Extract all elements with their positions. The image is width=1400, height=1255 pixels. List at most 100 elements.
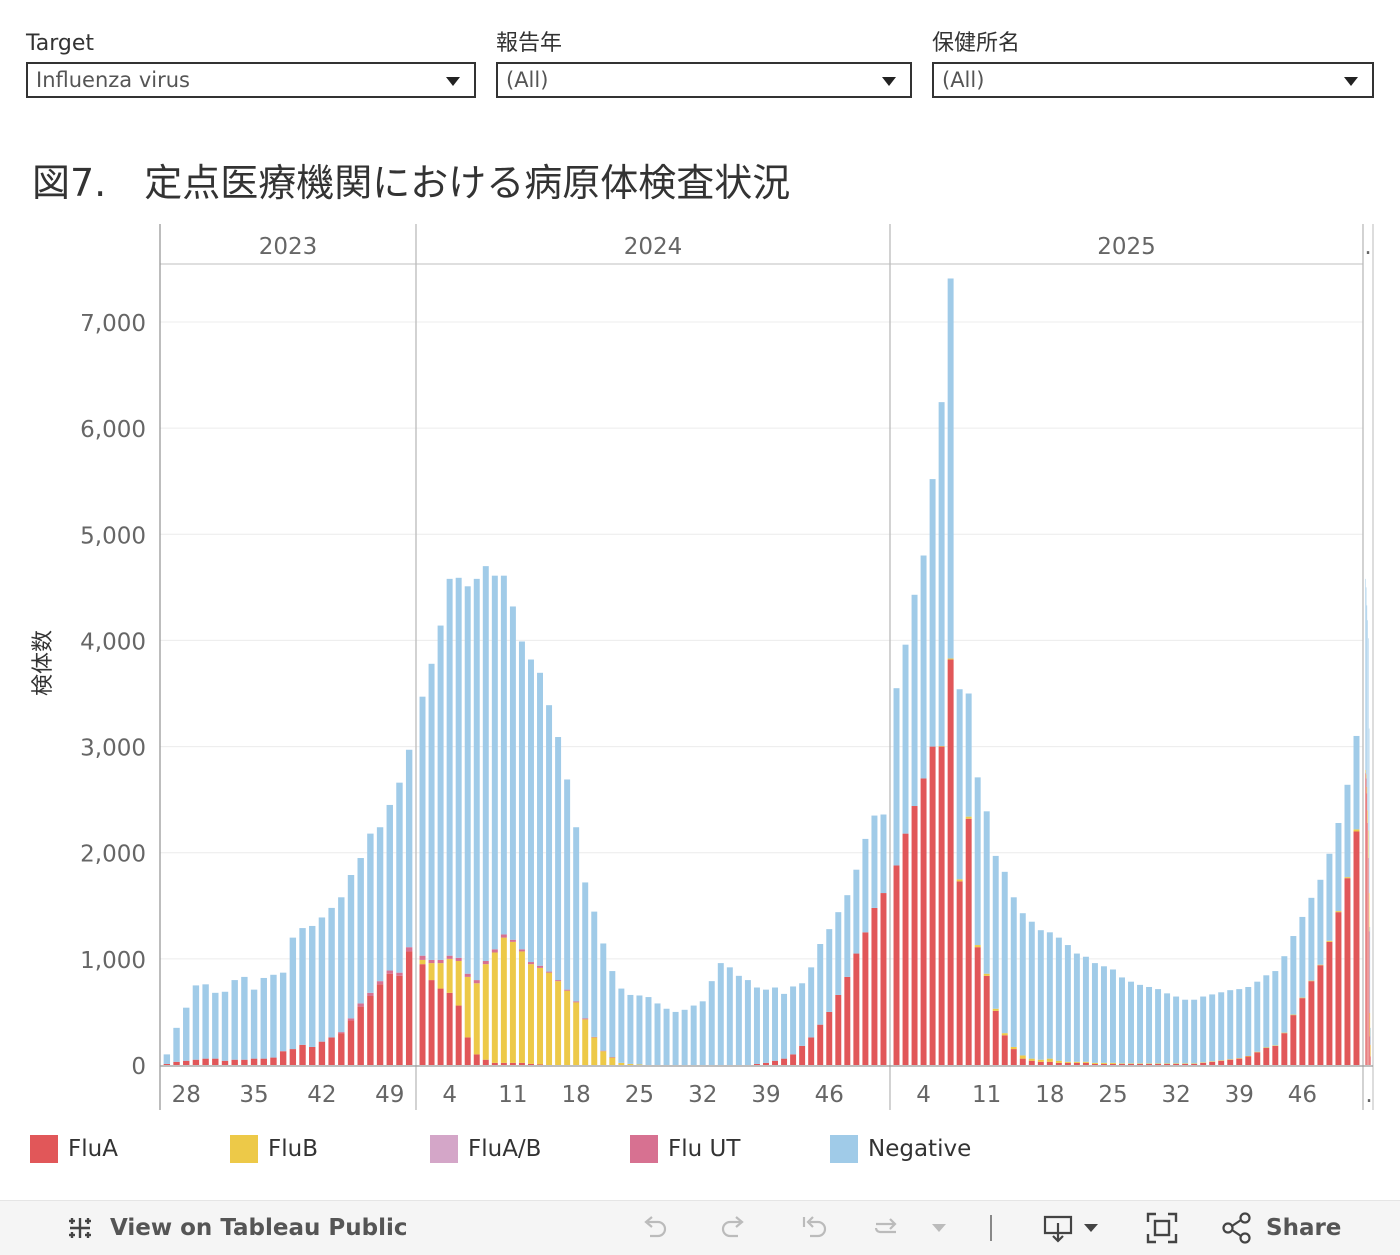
- legend-item[interactable]: Flu UT: [630, 1134, 740, 1164]
- bar-negative: [546, 705, 552, 971]
- view-on-tableau-button[interactable]: View on Tableau Public: [66, 1201, 408, 1255]
- bar-flua: [1354, 831, 1360, 1065]
- bar-negative: [1110, 969, 1116, 1062]
- revert-button[interactable]: [800, 1201, 828, 1255]
- bar-flua: [1191, 1064, 1197, 1065]
- bar-flua: [1272, 1046, 1278, 1065]
- bar-flub: [1317, 965, 1323, 966]
- legend-label: FluA: [68, 1136, 118, 1162]
- stacked-bar-chart: 01,0002,0003,0004,0005,0006,0007,000検体数2…: [0, 0, 1400, 1120]
- x-tick-label: 11: [498, 1082, 527, 1108]
- bar-negative: [799, 983, 805, 1046]
- bar-flua: [1245, 1057, 1251, 1065]
- x-tick-label: 18: [1035, 1082, 1064, 1108]
- share-icon: [1222, 1212, 1252, 1244]
- bar-flub: [1354, 829, 1360, 831]
- legend: FluA FluB FluA/B Flu UT Negative: [0, 1134, 1400, 1164]
- bar-flua: [772, 1061, 778, 1065]
- x-tick-label: 25: [1098, 1082, 1127, 1108]
- year-header-label: 2023: [259, 234, 318, 260]
- share-button[interactable]: Share: [1222, 1201, 1341, 1255]
- legend-item[interactable]: Negative: [830, 1134, 971, 1164]
- bar-negative: [853, 870, 859, 954]
- bar-negative: [420, 697, 426, 956]
- bar-flua: [1029, 1061, 1035, 1065]
- redo-button[interactable]: [720, 1201, 748, 1255]
- bar-flua: [1011, 1049, 1017, 1065]
- fullscreen-button[interactable]: [1146, 1201, 1178, 1255]
- legend-label: FluB: [268, 1136, 318, 1162]
- bar-flua: [975, 947, 981, 1065]
- bar-negative: [600, 943, 606, 1050]
- bar-negative: [555, 737, 561, 980]
- bar-flua: [957, 881, 963, 1065]
- bar-flua: [1308, 981, 1314, 1065]
- bar-negative: [299, 928, 305, 1045]
- bar-flub: [420, 960, 426, 964]
- bar-negative: [193, 985, 199, 1059]
- bar-negative: [826, 929, 832, 1012]
- bar-flub: [1236, 1058, 1242, 1059]
- bar-flua: [1137, 1064, 1143, 1065]
- tableau-toolbar: View on Tableau Public: [0, 1200, 1400, 1255]
- bar-flua: [1074, 1063, 1080, 1065]
- bar-flua: [447, 993, 453, 1065]
- legend-item[interactable]: FluA/B: [430, 1134, 541, 1164]
- bar-flua: [1056, 1063, 1062, 1065]
- pause-dropdown[interactable]: [930, 1201, 948, 1255]
- bar-flua: [212, 1059, 218, 1065]
- bar-negative: [1317, 880, 1323, 965]
- bar-negative: [1335, 823, 1341, 911]
- bar-flub: [1038, 1060, 1044, 1062]
- bar-flua: [948, 660, 954, 1065]
- x-tick-label: 28: [172, 1082, 201, 1108]
- bar-negative: [790, 986, 796, 1054]
- legend-item[interactable]: FluB: [230, 1134, 318, 1164]
- bar-negative: [1236, 989, 1242, 1058]
- y-tick-label: 7,000: [80, 311, 146, 337]
- bar-negative: [709, 981, 715, 1065]
- bar-flua: [1110, 1064, 1116, 1065]
- bar-negative: [664, 1009, 670, 1065]
- bar-flua: [483, 1060, 489, 1065]
- bar-flua: [871, 908, 877, 1065]
- bar-negative: [1092, 963, 1098, 1063]
- bar-flub: [1164, 1063, 1170, 1064]
- refresh-button[interactable]: [872, 1201, 900, 1255]
- x-tick-label: 49: [375, 1082, 404, 1108]
- bar-negative: [173, 1028, 179, 1062]
- download-button[interactable]: [1042, 1201, 1102, 1255]
- legend-item[interactable]: FluA: [30, 1134, 118, 1164]
- bar-flua: [880, 893, 886, 1065]
- x-tick-label: 46: [1288, 1082, 1317, 1108]
- y-tick-label: 4,000: [80, 629, 146, 655]
- undo-button[interactable]: [640, 1201, 668, 1255]
- bar-negative: [700, 1001, 706, 1065]
- bar-negative: [1290, 936, 1296, 1015]
- y-tick-label: 3,000: [80, 736, 146, 762]
- x-tick-label: 4: [916, 1082, 931, 1108]
- bar-negative: [736, 976, 742, 1065]
- bar-flua: [387, 974, 393, 1065]
- bar-flua: [1317, 965, 1323, 1065]
- bar-negative: [817, 944, 823, 1025]
- bar-flua: [1092, 1064, 1098, 1065]
- bar-flub: [537, 968, 543, 1065]
- bar-flub: [1110, 1063, 1116, 1064]
- bar-flua: [790, 1054, 796, 1065]
- bar-negative: [241, 977, 247, 1060]
- bar-flub: [1326, 941, 1332, 942]
- bar-flua: [1047, 1062, 1053, 1065]
- bar-flua: [406, 951, 412, 1065]
- legend-swatch: [230, 1135, 258, 1163]
- bar-flua: [1218, 1061, 1224, 1065]
- redo-icon: [720, 1214, 748, 1242]
- bar-flua: [501, 1063, 507, 1065]
- bar-negative: [1272, 971, 1278, 1045]
- bar-negative: [456, 578, 462, 958]
- bar-negative: [582, 882, 588, 1018]
- bar-negative: [645, 997, 651, 1065]
- bar-flua: [1083, 1063, 1089, 1065]
- bar-flua: [1254, 1052, 1260, 1065]
- view-on-tableau-label: View on Tableau Public: [110, 1215, 408, 1241]
